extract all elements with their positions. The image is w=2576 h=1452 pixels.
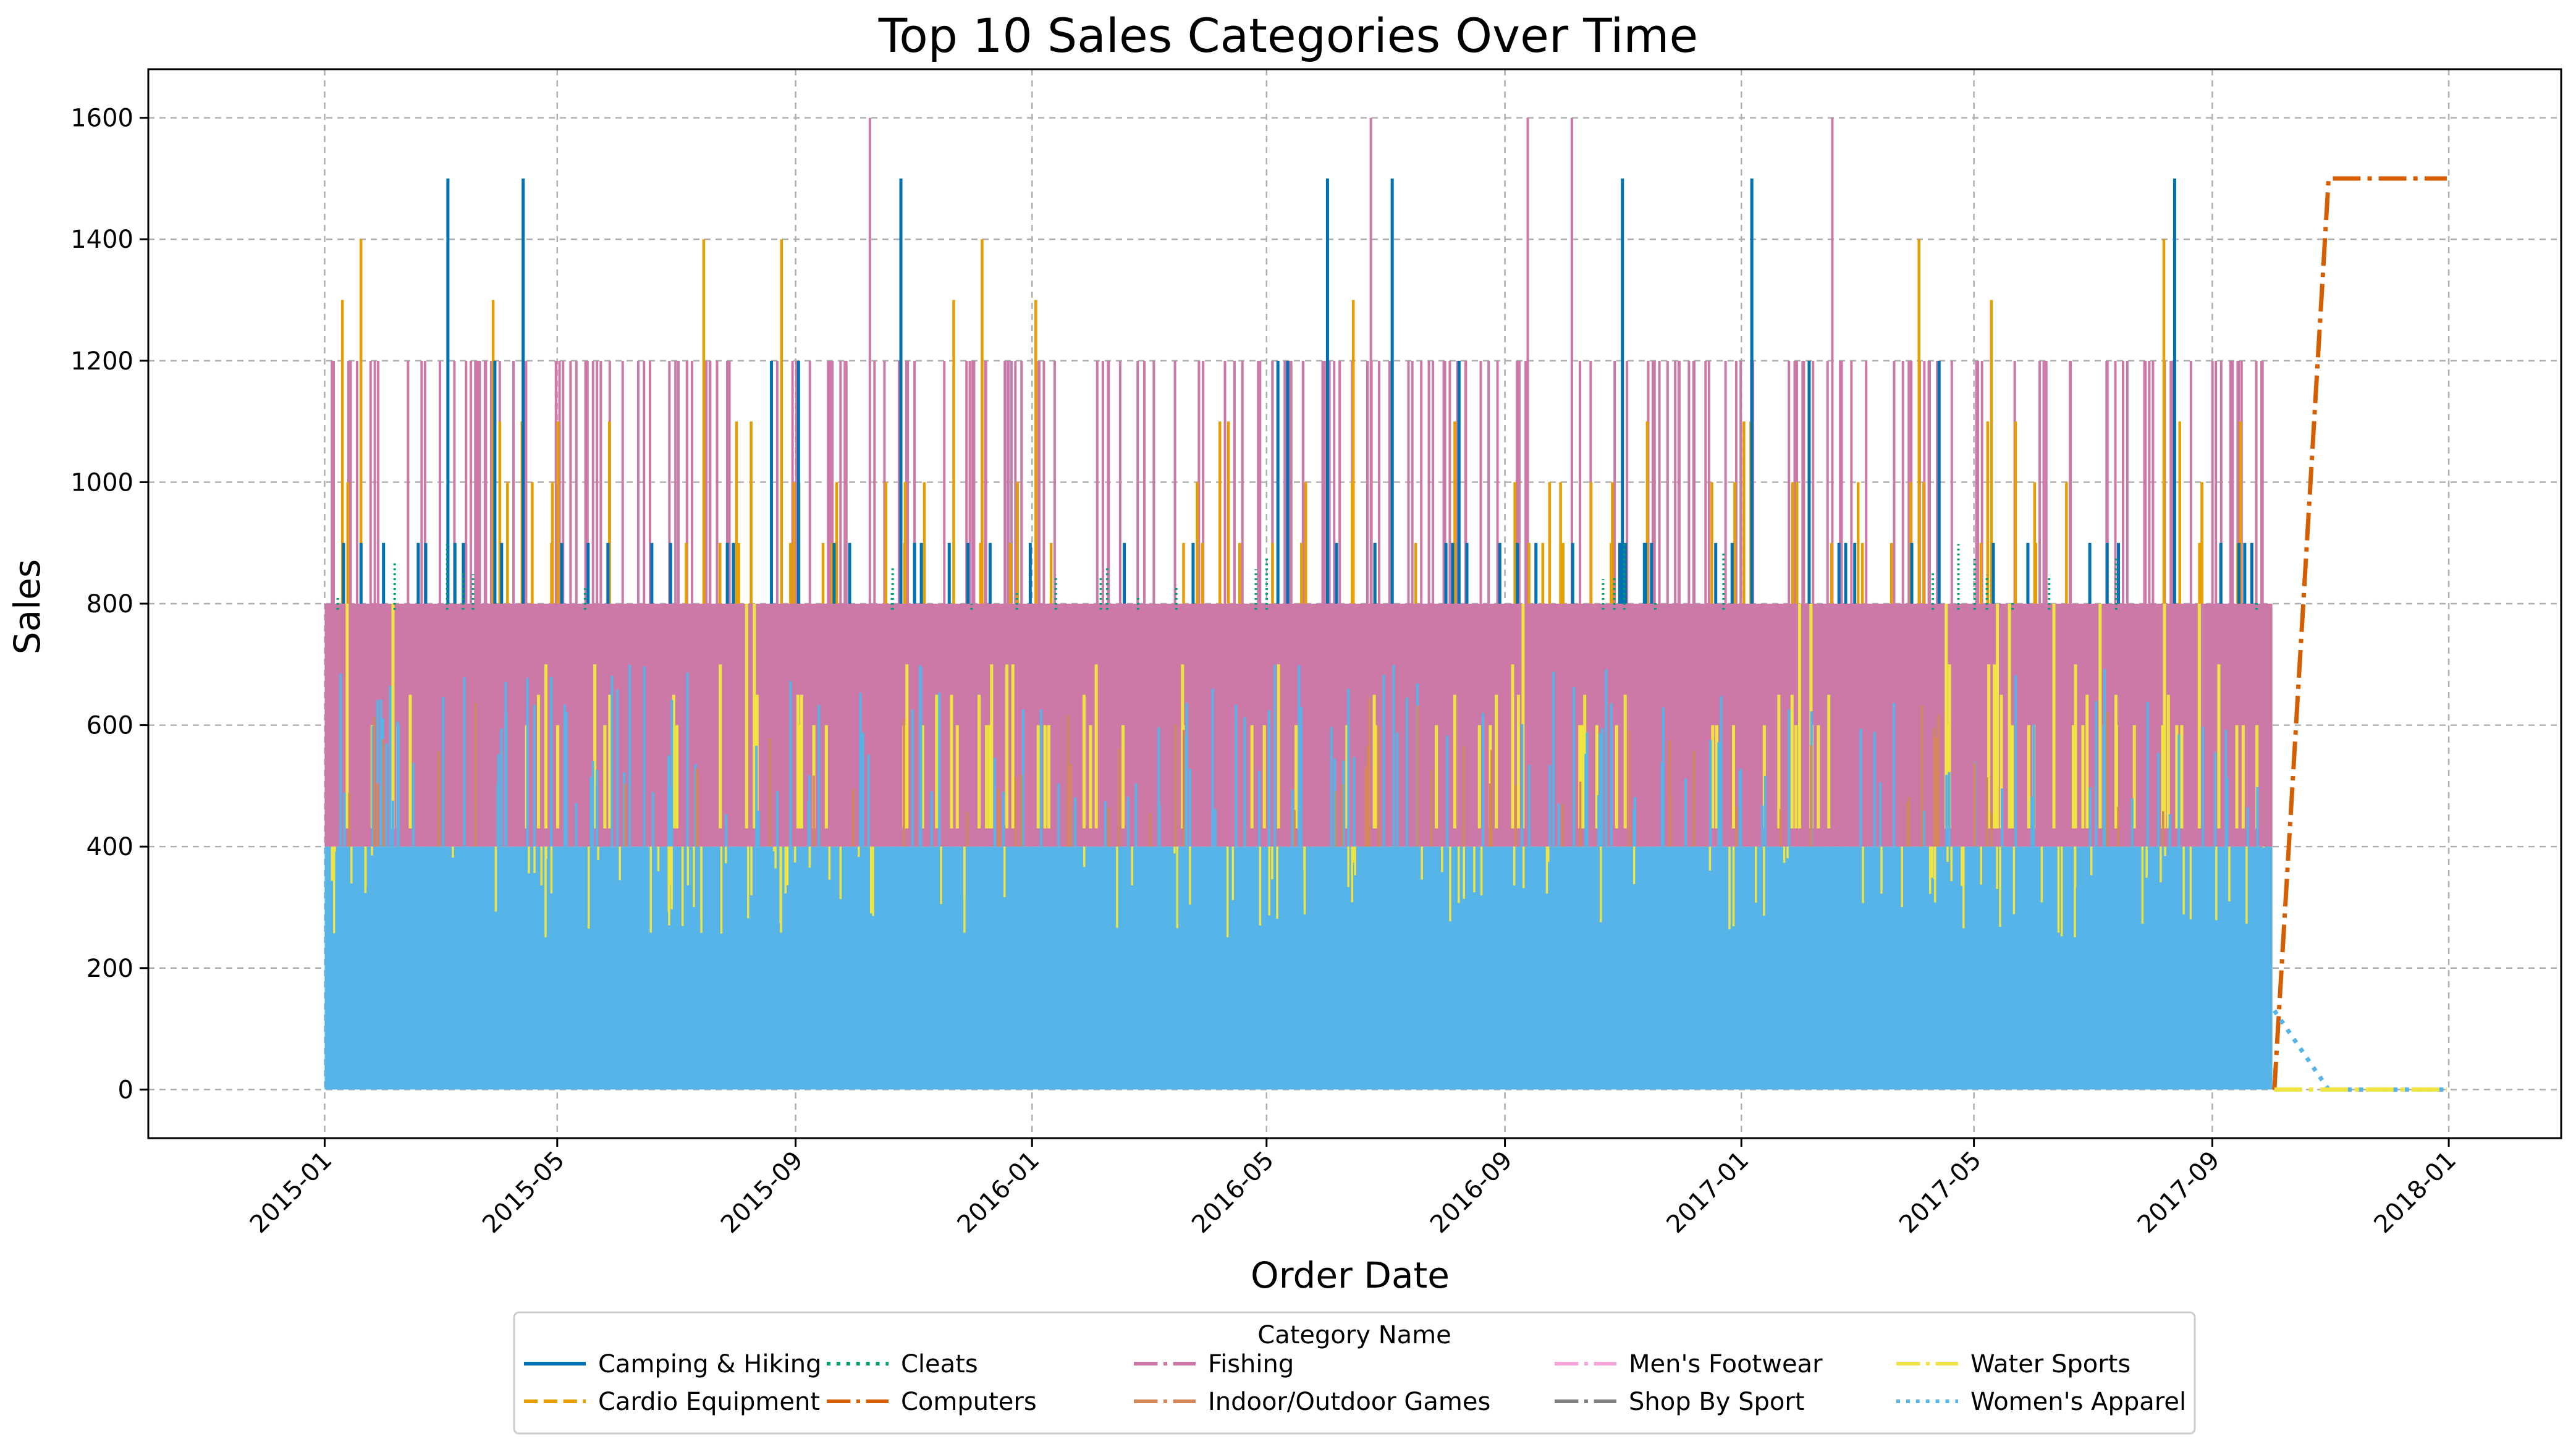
chart-title: Top 10 Sales Categories Over Time (878, 8, 1698, 63)
y-tick-label: 1200 (70, 347, 133, 376)
legend-box (513, 1311, 2196, 1435)
y-tick-label: 0 (118, 1076, 133, 1104)
legend-title: Category Name (1257, 1321, 1451, 1349)
legend-label-shop-by-sport: Shop By Sport (1629, 1388, 1805, 1416)
legend-label-cardio-equipment: Cardio Equipment (598, 1388, 820, 1416)
y-tick-label: 600 (87, 712, 133, 740)
legend-label-women-s-apparel: Women's Apparel (1970, 1388, 2186, 1416)
y-tick-label: 1600 (70, 104, 133, 133)
plot-data (324, 117, 2447, 1092)
legend-label-cleats: Cleats (901, 1350, 978, 1378)
legend: Category Name Camping & Hiking Cardio Equi… (513, 1311, 2196, 1435)
legend-label-camping-hiking: Camping & Hiking (598, 1350, 821, 1378)
legend-label-computers: Computers (901, 1388, 1037, 1416)
legend-label-water-sports: Water Sports (1970, 1350, 2130, 1378)
y-tick-label: 1400 (70, 226, 133, 254)
y-tick-label: 400 (87, 833, 133, 861)
y-tick-label: 200 (87, 955, 133, 983)
legend-label-indoor-outdoor-games: Indoor/Outdoor Games (1208, 1388, 1490, 1416)
dense-band-women-s-apparel (324, 846, 2273, 1090)
legend-label-fishing: Fishing (1208, 1350, 1294, 1378)
legend-label-men-s-footwear: Men's Footwear (1629, 1350, 1823, 1378)
y-tick-label: 1000 (70, 468, 133, 497)
y-tick-label: 800 (87, 590, 133, 618)
y-axis-label: Sales (6, 559, 48, 654)
x-axis-label: Order Date (1251, 1254, 1450, 1296)
